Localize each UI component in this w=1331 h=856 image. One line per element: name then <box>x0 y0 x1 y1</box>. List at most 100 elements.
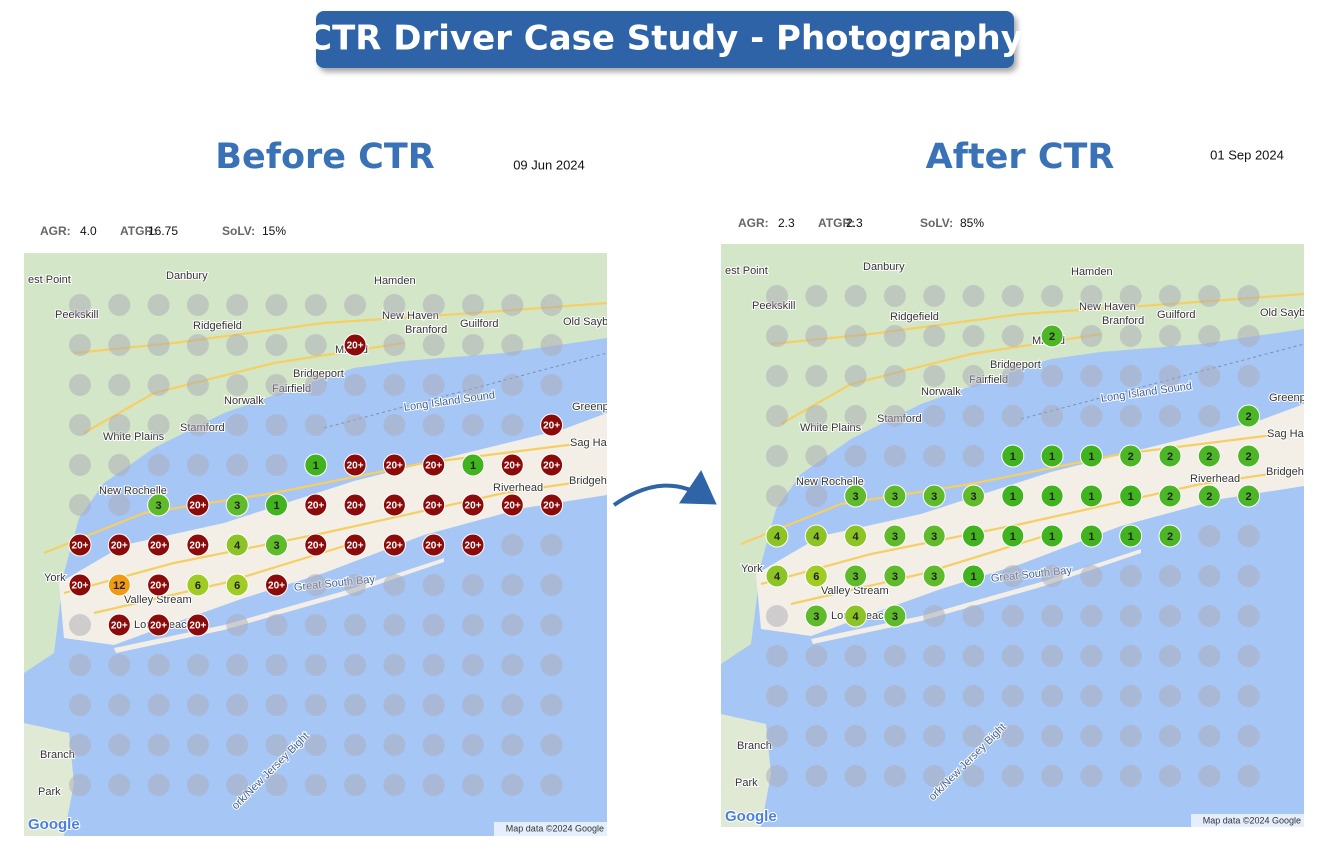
rank-marker <box>1001 444 1025 468</box>
empty-marker <box>501 294 524 316</box>
empty-marker <box>844 365 867 387</box>
rank-marker <box>461 453 485 477</box>
empty-marker <box>265 334 288 356</box>
rank-marker <box>422 493 446 517</box>
empty-marker <box>1237 525 1260 547</box>
rank-marker <box>1237 404 1261 428</box>
empty-marker <box>1041 725 1064 747</box>
barrier-island <box>114 558 444 653</box>
empty-marker <box>344 734 367 756</box>
empty-marker <box>422 574 445 596</box>
rank-marker <box>883 484 907 508</box>
empty-marker <box>265 734 288 756</box>
rank-label: 20+ <box>189 541 206 552</box>
panel-date: 01 Sep 2024 <box>1210 147 1284 162</box>
empty-marker <box>108 694 131 716</box>
empty-marker <box>226 614 249 636</box>
rank-marker <box>382 493 406 517</box>
rank-marker <box>1040 484 1064 508</box>
rank-label: 1 <box>1049 491 1055 503</box>
empty-marker <box>304 374 327 396</box>
empty-marker <box>766 445 788 467</box>
rank-label: 20+ <box>543 501 560 512</box>
empty-marker <box>462 774 484 796</box>
empty-marker <box>304 294 327 316</box>
empty-marker <box>422 734 445 756</box>
rank-marker <box>343 493 367 517</box>
rank-marker <box>922 524 946 548</box>
empty-marker <box>422 414 445 436</box>
rank-label: 3 <box>156 500 162 512</box>
rank-label: 1 <box>1049 531 1055 543</box>
rank-marker <box>1119 484 1143 508</box>
empty-marker <box>1159 685 1181 707</box>
rank-label: 4 <box>853 531 860 543</box>
empty-marker <box>344 414 367 436</box>
empty-marker <box>1159 605 1181 627</box>
empty-marker <box>147 454 170 476</box>
empty-marker <box>265 414 288 436</box>
empty-marker <box>766 405 788 427</box>
rank-label: 3 <box>853 491 859 503</box>
empty-marker <box>501 654 524 676</box>
empty-marker <box>1041 565 1064 587</box>
rank-label: 1 <box>1088 491 1094 503</box>
rank-label: 1 <box>970 571 976 583</box>
empty-marker <box>383 614 406 636</box>
empty-marker <box>1119 365 1142 387</box>
empty-marker <box>1080 365 1103 387</box>
empty-marker <box>383 654 406 676</box>
empty-marker <box>766 765 788 787</box>
empty-marker <box>344 574 367 596</box>
map-label: Sag Har <box>1267 428 1308 440</box>
rank-marker <box>1001 484 1025 508</box>
title: CTR Driver Case Study - Photography <box>307 19 1023 59</box>
attribution-bg <box>494 822 607 836</box>
empty-marker <box>1080 325 1103 347</box>
empty-marker <box>108 414 131 436</box>
empty-marker <box>923 685 946 707</box>
empty-marker <box>844 445 867 467</box>
rank-label: 20+ <box>150 581 167 592</box>
map-label: Branch <box>40 749 75 761</box>
empty-marker <box>1198 765 1221 787</box>
rank-label: 4 <box>853 611 860 623</box>
rank-label: 20+ <box>504 501 521 512</box>
empty-marker <box>883 725 906 747</box>
empty-marker <box>501 614 524 636</box>
rank-label: 3 <box>273 540 279 552</box>
empty-marker <box>540 694 563 716</box>
empty-marker <box>226 774 249 796</box>
empty-marker <box>1119 405 1142 427</box>
empty-marker <box>1237 765 1260 787</box>
rank-label: 20+ <box>111 621 128 632</box>
rank-marker <box>461 493 485 517</box>
empty-marker <box>186 654 209 676</box>
rank-label: 3 <box>931 491 937 503</box>
rank-marker <box>1197 444 1221 468</box>
rank-marker <box>225 573 249 597</box>
empty-marker <box>383 574 406 596</box>
empty-marker <box>962 725 985 747</box>
empty-marker <box>501 414 524 436</box>
stat-value: 15% <box>262 224 286 238</box>
empty-marker <box>923 645 946 667</box>
empty-marker <box>1080 605 1103 627</box>
map-attribution: Map data ©2024 Google <box>1203 815 1301 825</box>
rank-marker <box>922 484 946 508</box>
new-jersey <box>24 723 74 836</box>
rank-label: 1 <box>1010 491 1016 503</box>
rank-marker <box>883 564 907 588</box>
empty-marker <box>1159 285 1181 307</box>
mainland <box>24 253 607 673</box>
empty-marker <box>501 574 524 596</box>
rank-marker <box>844 524 868 548</box>
empty-marker <box>883 405 906 427</box>
map-label: York <box>741 563 763 575</box>
empty-marker <box>540 734 563 756</box>
rank-marker <box>343 533 367 557</box>
empty-marker <box>1119 645 1142 667</box>
empty-marker <box>1001 405 1024 427</box>
